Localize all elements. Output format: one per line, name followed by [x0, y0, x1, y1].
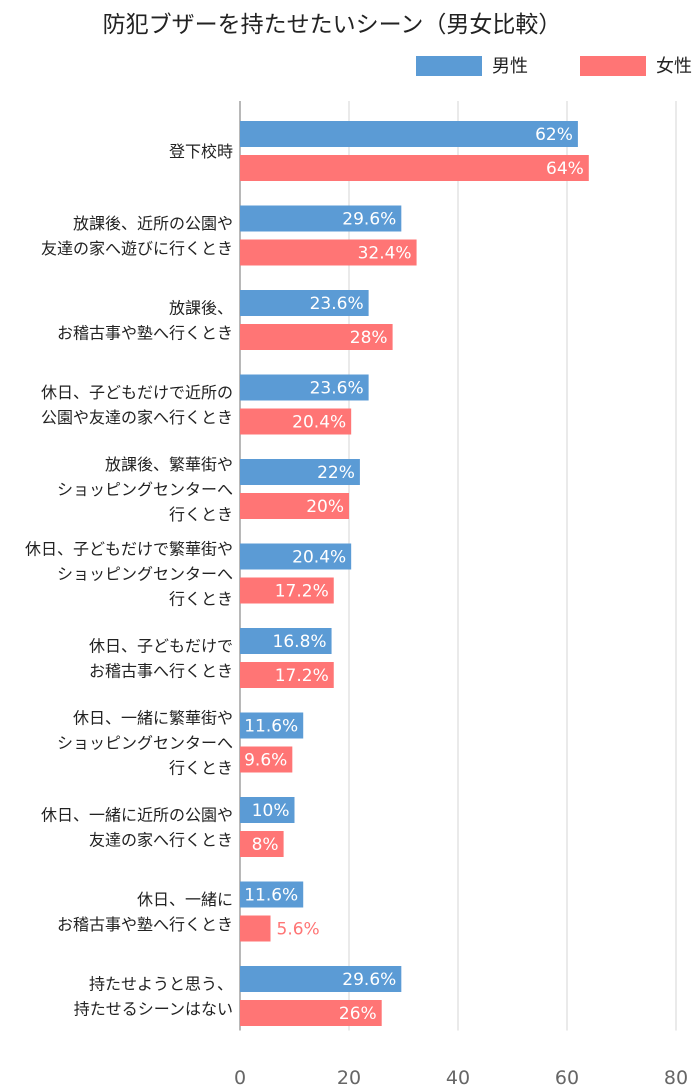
bar-male	[240, 966, 402, 992]
bar-female	[240, 831, 284, 857]
data-label: 22%	[317, 463, 355, 483]
bar-male	[240, 881, 304, 908]
category-label: 行くとき	[169, 590, 233, 609]
data-label: 62%	[535, 125, 573, 145]
data-label: 64%	[546, 159, 584, 179]
bar-male	[240, 797, 295, 823]
bar-male	[240, 628, 332, 654]
category-label: 休日、子どもだけで近所の	[41, 383, 233, 402]
bar-female	[240, 1000, 382, 1026]
data-label: 17.2%	[275, 666, 329, 686]
data-label: 29.6%	[342, 210, 396, 230]
bar-female	[240, 155, 589, 181]
x-tick-label: 0	[234, 1067, 246, 1088]
bar-male	[240, 205, 402, 232]
category-label: 行くとき	[169, 759, 233, 778]
legend-swatch-male	[416, 56, 482, 76]
bar-male	[240, 290, 369, 316]
category-label: ショッピングセンターへ	[57, 480, 233, 499]
x-tick-label: 20	[337, 1067, 361, 1088]
data-label: 16.8%	[273, 632, 327, 652]
bar-female	[240, 493, 349, 519]
data-label: 23.6%	[310, 379, 364, 399]
category-label: 放課後、繁華街や	[105, 455, 233, 474]
category-label: 登下校時	[169, 142, 233, 161]
category-label: 放課後、近所の公園や	[73, 214, 233, 233]
data-label: 20.4%	[292, 413, 346, 433]
x-tick-label: 60	[555, 1067, 579, 1088]
bars: 62% 64% 29.6% 32.4% 23.6% 28% 23.6% 20.4% 22% 20%…	[240, 121, 589, 1026]
data-label: 20.4%	[292, 548, 346, 568]
data-label: 8%	[252, 835, 279, 855]
bar-male	[240, 121, 578, 147]
x-tick-label: 80	[664, 1067, 688, 1088]
category-label: 休日、子どもだけで	[89, 637, 233, 656]
chart-title: 防犯ブザーを持たせたいシーン（男女比較）	[103, 12, 562, 38]
category-label: 友達の家へ行くとき	[89, 831, 233, 850]
category-label: 公園や友達の家へ行くとき	[41, 408, 233, 427]
bar-female	[240, 915, 271, 942]
category-label: 休日、子どもだけで繁華街や	[25, 540, 233, 559]
data-label: 17.2%	[275, 582, 329, 602]
bar-female	[240, 577, 334, 604]
category-label: お稽古事へ行くとき	[89, 662, 233, 681]
bar-male	[240, 459, 360, 485]
data-label: 23.6%	[310, 294, 364, 314]
data-label: 28%	[350, 328, 388, 348]
category-label: 行くとき	[169, 505, 233, 524]
data-label: 20%	[306, 497, 344, 517]
x-tick-label: 40	[446, 1067, 470, 1088]
legend-label-female: 女性	[656, 56, 692, 77]
category-label: 持たせようと思う、	[89, 975, 233, 994]
category-label: 放課後、	[169, 299, 233, 318]
category-labels: 登下校時放課後、近所の公園や友達の家へ遊びに行くとき放課後、お稽古事や塾へ行くと…	[25, 142, 233, 1019]
data-label: 10%	[252, 801, 290, 821]
bar-male	[240, 374, 369, 401]
bar-male	[240, 712, 304, 739]
bar-female	[240, 662, 334, 688]
legend: 男性 女性	[416, 56, 692, 77]
data-label: 11.6%	[244, 886, 298, 906]
data-label: 32.4%	[358, 244, 412, 264]
bar-male	[240, 543, 352, 570]
category-label: お稽古事や塾へ行くとき	[57, 324, 233, 343]
category-label: 持たせるシーンはない	[74, 1000, 233, 1019]
data-label: 5.6%	[277, 920, 320, 940]
category-label: ショッピングセンターへ	[57, 734, 233, 753]
category-label: 休日、一緒に近所の公園や	[41, 806, 233, 825]
category-label: 友達の家へ遊びに行くとき	[41, 239, 233, 258]
category-label: お稽古事や塾へ行くとき	[57, 915, 233, 934]
bar-female	[240, 746, 293, 773]
data-label: 29.6%	[342, 970, 396, 990]
category-label: 休日、一緒に繁華街や	[73, 709, 233, 728]
bar-female	[240, 324, 393, 350]
data-label: 9.6%	[244, 751, 287, 771]
data-label: 11.6%	[244, 717, 298, 737]
category-label: ショッピングセンターへ	[57, 565, 233, 584]
legend-label-male: 男性	[492, 56, 528, 77]
bar-female	[240, 239, 417, 266]
bar-female	[240, 408, 352, 435]
legend-swatch-female	[580, 56, 646, 76]
category-label: 休日、一緒に	[137, 890, 233, 909]
x-axis-ticks: 0 20 40 60 80	[234, 1067, 688, 1088]
data-label: 26%	[339, 1004, 377, 1024]
